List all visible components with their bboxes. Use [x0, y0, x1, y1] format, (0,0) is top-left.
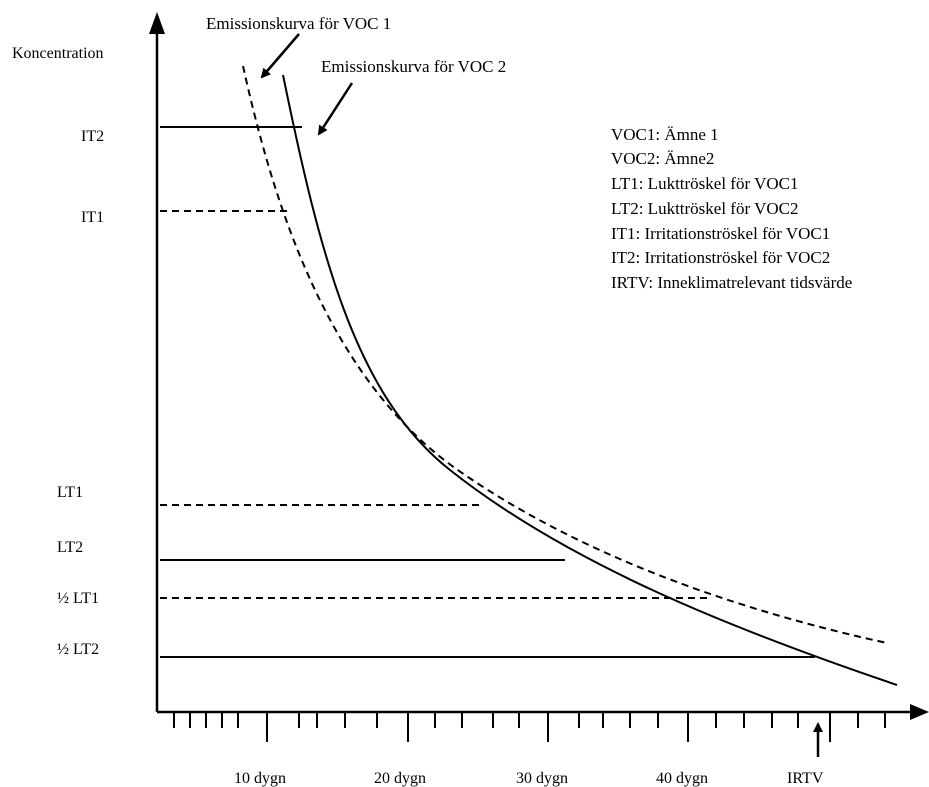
y-axis-arrowhead: [149, 12, 165, 34]
annotation-arrow-voc1: [260, 33, 300, 79]
level-label-lt1: LT1: [57, 484, 83, 501]
x-label-40: 40 dygn: [656, 770, 708, 787]
y-axis-label: Koncentration: [12, 45, 104, 62]
level-label-it1: IT1: [81, 209, 104, 226]
x-label-irtv: IRTV: [787, 770, 824, 787]
emission-curve-voc1: [242, 65, 888, 644]
legend-lt2: LT2: Lukttröskel för VOC2: [611, 199, 798, 218]
x-label-20: 20 dygn: [374, 770, 426, 787]
level-label-half-lt1: ½ LT1: [57, 590, 99, 607]
legend-it2: IT2: Irritationströskel för VOC2: [611, 248, 830, 267]
x-label-30: 30 dygn: [516, 770, 568, 787]
legend-voc1: VOC1: Ämne 1: [611, 125, 719, 144]
x-axis-arrowhead: [910, 704, 929, 720]
legend-lt1: LT1: Lukttröskel för VOC1: [611, 174, 798, 193]
legend-irtv: IRTV: Inneklimatrelevant tidsvärde: [611, 273, 852, 292]
level-label-lt2: LT2: [57, 539, 83, 556]
x-ticks: [173, 712, 886, 742]
legend: VOC1: Ämne 1 VOC2: Ämne2 LT1: Lukttröske…: [611, 125, 852, 292]
legend-it1: IT1: Irritationströskel för VOC1: [611, 224, 830, 243]
level-label-it2: IT2: [81, 128, 104, 145]
emission-curve-voc2: [282, 74, 898, 686]
level-label-half-lt2: ½ LT2: [57, 641, 99, 658]
annotation-curve2: Emissionskurva för VOC 2: [321, 57, 506, 76]
x-label-10: 10 dygn: [234, 770, 286, 787]
legend-voc2: VOC2: Ämne2: [611, 149, 714, 168]
annotation-arrow-voc2: [317, 82, 354, 136]
annotation-curve1: Emissionskurva för VOC 1: [206, 14, 391, 33]
